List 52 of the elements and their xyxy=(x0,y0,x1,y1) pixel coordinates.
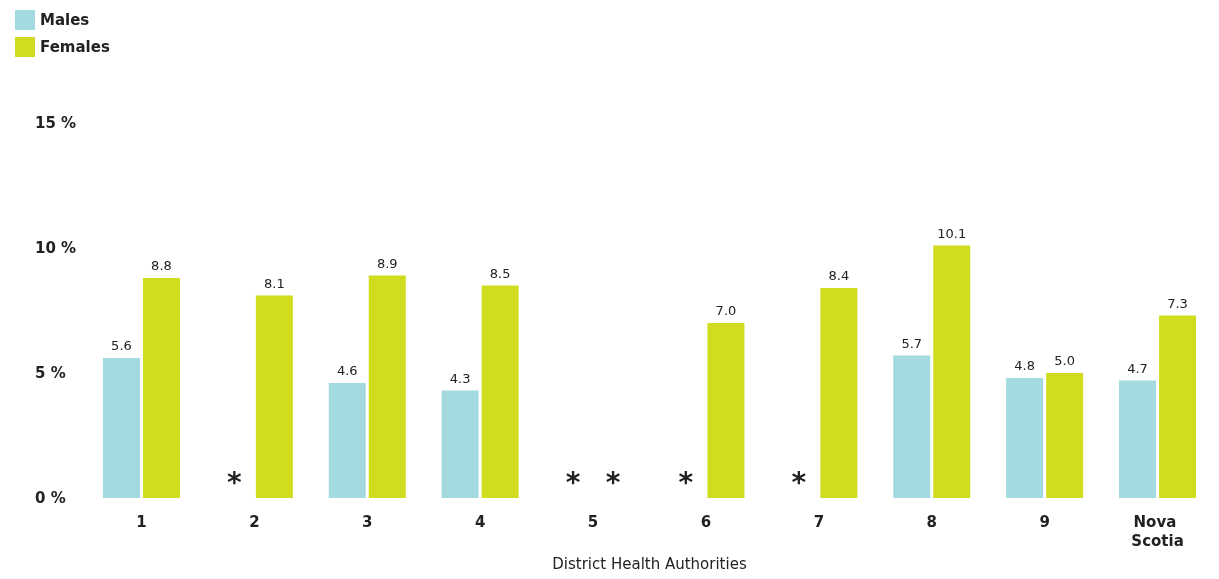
data-label: 8.9 xyxy=(376,255,398,271)
data-label: 10.1 xyxy=(937,225,967,241)
bar xyxy=(328,383,366,498)
bar xyxy=(368,275,406,498)
x-tick-label: 6 xyxy=(700,512,712,531)
bar xyxy=(142,278,180,498)
bar xyxy=(481,285,519,498)
x-axis-title: District Health Authorities xyxy=(552,554,747,573)
data-label: 7.0 xyxy=(715,303,737,318)
data-label: 5.0 xyxy=(1054,353,1075,368)
data-label: 8.1 xyxy=(264,275,285,291)
x-tick-label: 9 xyxy=(1039,512,1050,531)
text: * xyxy=(678,465,694,499)
x-tick-label: Nova Scotia xyxy=(1131,512,1184,550)
data-label: 4.6 xyxy=(336,363,358,378)
y-tick-label: 0 % xyxy=(35,489,66,507)
data-label: 8.8 xyxy=(151,258,172,273)
bar xyxy=(441,390,479,498)
y-tick-label: 5 % xyxy=(35,364,66,382)
legend-label: Males xyxy=(40,11,90,29)
text: * xyxy=(227,465,242,499)
text: * xyxy=(605,465,621,499)
bar xyxy=(707,323,745,498)
y-tick-label: 10 % xyxy=(35,239,77,257)
bar xyxy=(1159,315,1197,498)
data-label: 4.3 xyxy=(449,370,471,386)
data-label: 5.6 xyxy=(111,338,132,353)
bar xyxy=(893,355,931,498)
x-tick-label: 7 xyxy=(813,512,825,531)
x-tick-label: 4 xyxy=(474,512,486,531)
data-label: 5.7 xyxy=(901,335,923,351)
bar xyxy=(933,245,971,498)
data-label: 7.3 xyxy=(1167,295,1188,311)
x-tick-label: 8 xyxy=(926,512,937,531)
bar xyxy=(255,295,293,498)
y-tick-label: 15 % xyxy=(35,114,77,132)
text: * xyxy=(791,465,807,499)
x-tick-label: 1 xyxy=(136,512,147,531)
x-tick-label: 3 xyxy=(362,512,373,531)
bar xyxy=(820,288,858,498)
bar xyxy=(1006,378,1044,498)
data-label: 4.8 xyxy=(1014,358,1035,373)
x-tick-label: 5 xyxy=(587,512,599,531)
data-label: 4.7 xyxy=(1127,360,1148,376)
bar xyxy=(102,358,140,498)
x-tick-label: 2 xyxy=(249,512,260,531)
bar xyxy=(1046,373,1084,498)
data-label: 8.5 xyxy=(489,265,511,281)
legend-label: Females xyxy=(40,38,110,56)
text: * xyxy=(565,465,581,499)
bar xyxy=(1119,380,1157,498)
data-label: 8.4 xyxy=(828,268,850,283)
